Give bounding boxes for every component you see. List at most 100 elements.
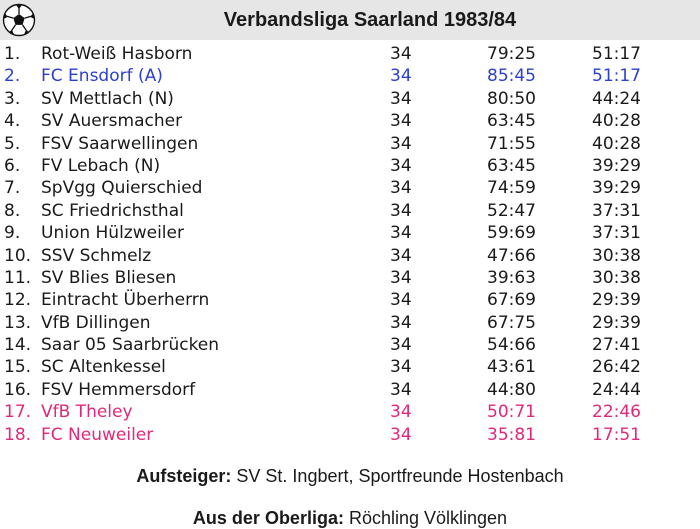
- points-cell: 37:31: [592, 200, 641, 221]
- page-title: Verbandsliga Saarland 1983/84: [223, 9, 517, 31]
- games-cell: 34: [390, 245, 412, 266]
- goals-cell: 43:61: [487, 357, 536, 378]
- table-row: 16. FSV Hemmersdorf 34 44:80 24:44: [0, 379, 700, 401]
- rank-cell: 7.: [4, 178, 21, 199]
- team-cell: Union Hülzweiler: [41, 223, 184, 244]
- games-cell: 34: [390, 223, 412, 244]
- relegated-from-label: Aus der Oberliga:: [192, 508, 344, 528]
- games-cell: 34: [390, 402, 412, 423]
- goals-cell: 85:45: [487, 66, 536, 87]
- relegated-from-teams: Röchling Völklingen: [348, 508, 508, 528]
- team-cell: VfB Dillingen: [41, 312, 151, 333]
- relegated-from-line: Aus der Oberliga: Röchling Völklingen: [0, 508, 700, 529]
- team-cell: Rot-Weiß Hasborn: [41, 44, 193, 64]
- table-row: 10. SSV Schmelz 34 47:66 30:38: [0, 245, 700, 267]
- table-row: 12. Eintracht Überherrn 34 67:69 29:39: [0, 289, 700, 311]
- rank-cell: 11.: [4, 267, 32, 288]
- team-cell: SSV Schmelz: [41, 245, 152, 266]
- rank-cell: 9.: [4, 223, 21, 244]
- rank-cell: 8.: [4, 200, 21, 221]
- games-cell: 34: [390, 424, 412, 445]
- points-cell: 37:31: [592, 223, 641, 244]
- games-cell: 34: [390, 335, 412, 356]
- games-cell: 34: [390, 44, 412, 64]
- rank-cell: 14.: [4, 335, 32, 356]
- table-row: 7. SpVgg Quierschied 34 74:59 39:29: [0, 177, 700, 199]
- points-cell: 29:39: [592, 312, 641, 333]
- table-row: 14. Saar 05 Saarbrücken 34 54:66 27:41: [0, 334, 700, 356]
- goals-cell: 67:69: [487, 290, 536, 311]
- points-cell: 40:28: [592, 111, 641, 132]
- points-cell: 39:29: [592, 178, 641, 199]
- goals-cell: 71:55: [487, 133, 536, 154]
- points-cell: 40:28: [592, 133, 641, 154]
- table-row: 18. FC Neuweiler 34 35:81 17:51: [0, 424, 700, 446]
- points-cell: 24:44: [592, 379, 641, 400]
- table-row: 5. FSV Saarwellingen 34 71:55 40:28: [0, 133, 700, 155]
- team-cell: SV Auersmacher: [41, 111, 183, 132]
- rank-cell: 10.: [4, 245, 32, 266]
- goals-cell: 80:50: [487, 88, 536, 109]
- goals-cell: 44:80: [487, 379, 536, 400]
- points-cell: 26:42: [592, 357, 641, 378]
- goals-cell: 59:69: [487, 223, 536, 244]
- rank-cell: 18.: [4, 424, 32, 445]
- team-cell: FC Neuweiler: [41, 424, 154, 445]
- team-cell: SV Blies Bliesen: [41, 267, 177, 288]
- team-cell: Saar 05 Saarbrücken: [41, 335, 220, 356]
- points-cell: 51:17: [592, 66, 641, 87]
- goals-cell: 67:75: [487, 312, 536, 333]
- table-row: 11. SV Blies Bliesen 34 39:63 30:38: [0, 267, 700, 289]
- table-row: 17. VfB Theley 34 50:71 22:46: [0, 401, 700, 423]
- rank-cell: 15.: [4, 357, 32, 378]
- rank-cell: 1.: [4, 44, 21, 64]
- games-cell: 34: [390, 66, 412, 87]
- goals-cell: 35:81: [487, 424, 536, 445]
- games-cell: 34: [390, 155, 412, 176]
- rank-cell: 2.: [4, 66, 21, 87]
- table-row: 6. FV Lebach (N) 34 63:45 39:29: [0, 155, 700, 177]
- games-cell: 34: [390, 178, 412, 199]
- team-cell: SV Mettlach (N): [41, 88, 174, 109]
- rank-cell: 4.: [4, 111, 21, 132]
- team-cell: VfB Theley: [41, 402, 133, 423]
- rank-cell: 6.: [4, 155, 21, 176]
- goals-cell: 47:66: [487, 245, 536, 266]
- table-row: 13. VfB Dillingen 34 67:75 29:39: [0, 312, 700, 334]
- team-cell: SC Friedrichsthal: [41, 200, 184, 221]
- games-cell: 34: [390, 200, 412, 221]
- table-row: 2. FC Ensdorf (A) 34 85:45 51:17: [0, 65, 700, 87]
- games-cell: 34: [390, 88, 412, 109]
- table-row: 9. Union Hülzweiler 34 59:69 37:31: [0, 222, 700, 244]
- points-cell: 30:38: [592, 245, 641, 266]
- points-cell: 30:38: [592, 267, 641, 288]
- points-cell: 51:17: [592, 44, 641, 64]
- goals-cell: 39:63: [487, 267, 536, 288]
- goals-cell: 63:45: [487, 155, 536, 176]
- points-cell: 22:46: [592, 402, 641, 423]
- league-table: 1. Rot-Weiß Hasborn 34 79:25 51:17 2. FC Ensdo…: [0, 43, 700, 446]
- games-cell: 34: [390, 312, 412, 333]
- header-bar: Verbandsliga Saarland 1983/84: [0, 0, 700, 40]
- promoted-line: Aufsteiger: SV St. Ingbert, Sportfreunde…: [0, 466, 700, 487]
- team-cell: Eintracht Überherrn: [41, 290, 210, 311]
- games-cell: 34: [390, 290, 412, 311]
- promoted-teams: SV St. Ingbert, Sportfreunde Hostenbach: [236, 466, 564, 486]
- games-cell: 34: [390, 133, 412, 154]
- games-cell: 34: [390, 357, 412, 378]
- team-cell: FC Ensdorf (A): [41, 66, 163, 87]
- goals-cell: 52:47: [487, 200, 536, 221]
- team-cell: FSV Hemmersdorf: [41, 379, 196, 400]
- football-icon: [2, 3, 36, 37]
- games-cell: 34: [390, 267, 412, 288]
- team-cell: SpVgg Quierschied: [41, 178, 203, 199]
- rank-cell: 12.: [4, 290, 32, 311]
- points-cell: 29:39: [592, 290, 641, 311]
- points-cell: 39:29: [592, 155, 641, 176]
- team-cell: FV Lebach (N): [41, 155, 161, 176]
- goals-cell: 63:45: [487, 111, 536, 132]
- points-cell: 17:51: [592, 424, 641, 445]
- table-row: 15. SC Altenkessel 34 43:61 26:42: [0, 356, 700, 378]
- table-row: 3. SV Mettlach (N) 34 80:50 44:24: [0, 88, 700, 110]
- goals-cell: 74:59: [487, 178, 536, 199]
